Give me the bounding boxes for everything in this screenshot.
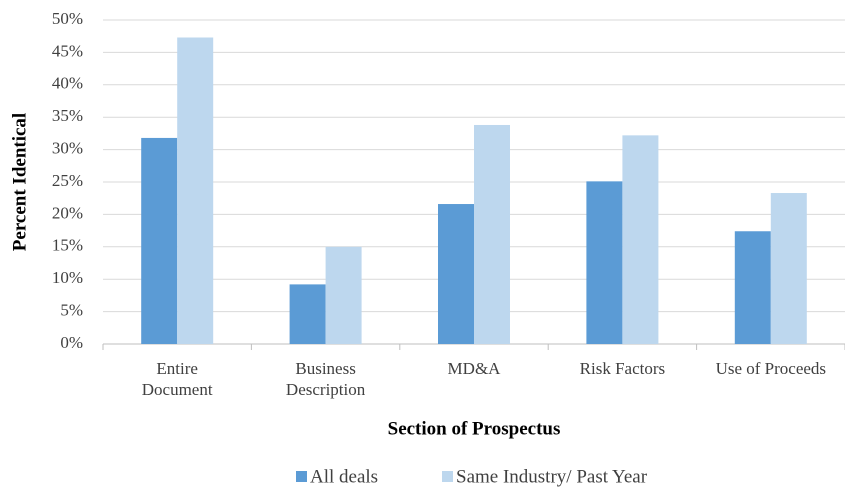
legend-label: All deals bbox=[310, 466, 378, 487]
legend-swatch bbox=[442, 471, 453, 482]
y-tick-label: 35% bbox=[52, 106, 83, 125]
bar bbox=[325, 246, 362, 344]
y-tick-label: 5% bbox=[60, 301, 83, 320]
x-tick-label: Use of Proceeds bbox=[715, 359, 827, 378]
legend-label: Same Industry/ Past Year bbox=[456, 466, 648, 487]
y-tick-label: 15% bbox=[52, 236, 83, 255]
bar bbox=[141, 137, 178, 344]
bar bbox=[177, 37, 214, 344]
bar bbox=[622, 135, 659, 344]
bar bbox=[438, 204, 474, 344]
bar bbox=[474, 124, 510, 344]
bar bbox=[289, 284, 326, 344]
y-tick-label: 45% bbox=[52, 41, 83, 60]
y-tick-label: 50% bbox=[52, 9, 83, 28]
bar bbox=[586, 181, 623, 344]
x-tick-label: Entire Document bbox=[141, 359, 213, 399]
x-tick-label: MD&A bbox=[447, 359, 501, 378]
legend-swatch bbox=[296, 471, 307, 482]
x-tick-label: Business Description bbox=[285, 359, 366, 399]
bar bbox=[734, 231, 771, 344]
y-tick-label: 10% bbox=[52, 268, 83, 287]
y-tick-label: 25% bbox=[52, 171, 83, 190]
x-axis-title: Section of Prospectus bbox=[388, 418, 561, 439]
y-tick-label: 20% bbox=[52, 203, 83, 222]
y-tick-label: 0% bbox=[60, 333, 83, 352]
y-axis-title: Percent Identical bbox=[9, 113, 30, 251]
y-tick-label: 40% bbox=[52, 74, 83, 93]
y-tick-label: 30% bbox=[52, 139, 83, 158]
bar bbox=[770, 193, 807, 344]
x-tick-label: Risk Factors bbox=[579, 359, 666, 378]
